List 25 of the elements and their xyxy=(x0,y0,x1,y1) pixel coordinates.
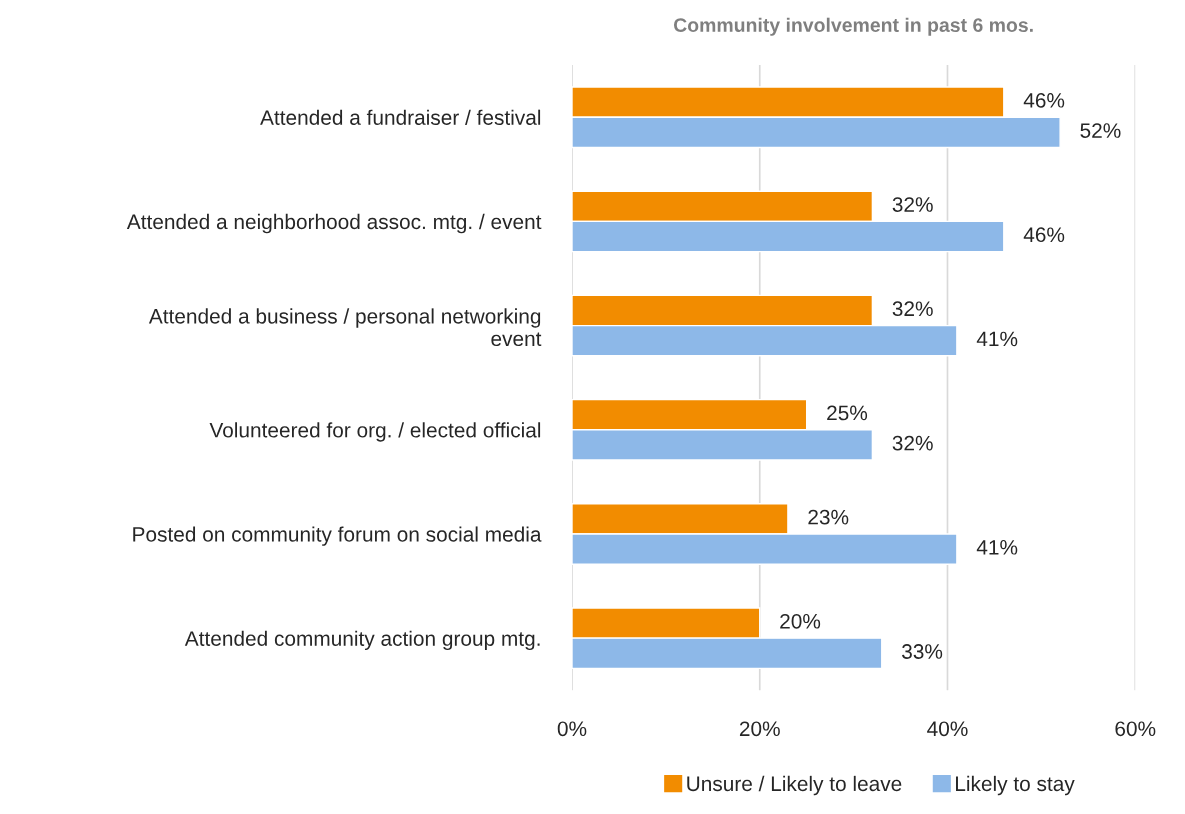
data-label: 23% xyxy=(808,509,849,525)
x-tick-label: 40% xyxy=(927,721,968,737)
data-label: 33% xyxy=(902,644,943,659)
data-label: 25% xyxy=(827,405,868,421)
data-label: 20% xyxy=(780,613,821,629)
legend-label: Likely to stay xyxy=(956,775,1075,796)
y-tick-label: Posted on community forum on social media xyxy=(133,526,542,546)
y-tick-label: Attended a fundraiser / festival xyxy=(260,109,541,125)
y-tick-label: Volunteered for org. / elected official xyxy=(209,422,541,442)
data-label: 46% xyxy=(1023,92,1065,108)
data-label: 52% xyxy=(1080,123,1121,138)
data-label: 41% xyxy=(976,540,1018,555)
y-tick-label: Attended a neighborhood assoc. mtg. / event xyxy=(126,213,542,234)
y-tick-label: Attended a business / personal networking event xyxy=(148,308,542,347)
x-tick-label: 60% xyxy=(1115,721,1156,737)
x-tick-label: 20% xyxy=(739,721,780,737)
data-label: 41% xyxy=(976,331,1018,347)
chart-title: Community involvement in past 6 mos. xyxy=(673,17,1033,36)
data-label: 32% xyxy=(892,197,933,212)
x-tick-label: 0% xyxy=(557,721,587,737)
y-tick-label: Attended community action group mtg. xyxy=(184,630,540,651)
data-label: 32% xyxy=(892,301,933,317)
data-label: 46% xyxy=(1023,227,1065,243)
legend-label: Unsure / Likely to leave xyxy=(687,775,902,796)
data-label: 32% xyxy=(892,435,933,451)
